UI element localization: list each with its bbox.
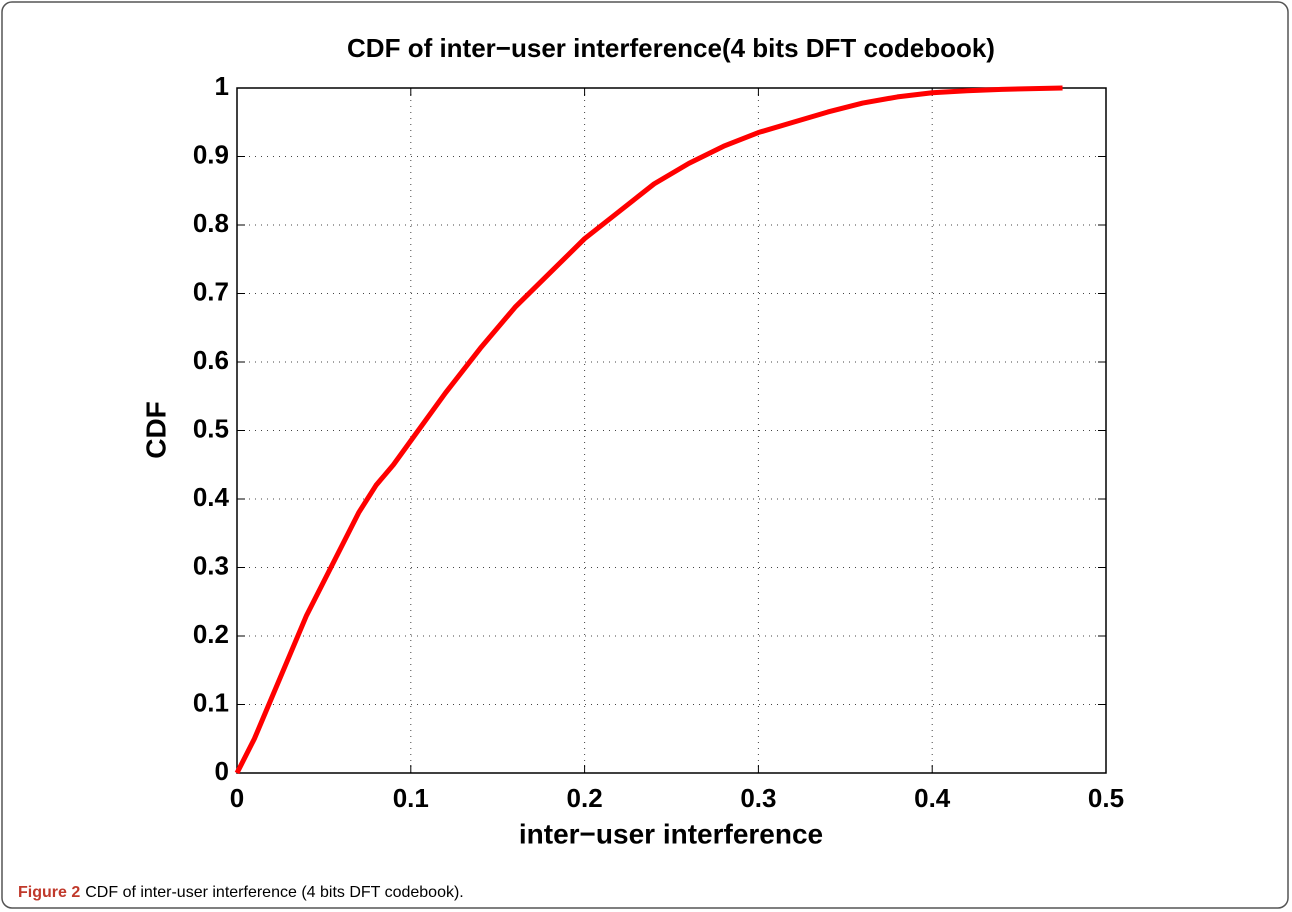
y-tick-label: 0.8: [193, 208, 229, 238]
caption-text: CDF of inter-user interference (4 bits D…: [85, 884, 464, 901]
y-tick-label: 0.3: [193, 550, 229, 580]
axes-box: [236, 87, 1107, 774]
caption: Figure 2 CDF of inter-user interference (…: [18, 884, 464, 901]
x-tick-label: 0.2: [567, 783, 603, 813]
x-tick-label: 0.4: [914, 783, 951, 813]
chart-title: CDF of inter−user interference(4 bits DF…: [347, 33, 995, 63]
caption-label: Figure 2: [18, 884, 80, 901]
y-tick-label: 0.6: [193, 345, 229, 375]
y-tick-label: 0.4: [193, 482, 230, 512]
y-tick-label: 0: [215, 756, 229, 786]
x-tick-label: 0.3: [740, 783, 776, 813]
x-tick-label: 0.5: [1088, 783, 1124, 813]
y-tick-label: 0.2: [193, 619, 229, 649]
x-axis-label: inter−user interference: [519, 818, 823, 849]
y-tick-label: 0.9: [193, 139, 229, 169]
x-tick-label: 0: [230, 783, 244, 813]
x-tick-label: 0.1: [393, 783, 429, 813]
y-tick-label: 0.7: [193, 276, 229, 306]
data-line: [234, 85, 1063, 775]
y-tick-label: 0.5: [193, 413, 229, 443]
y-axis-label: CDF: [140, 401, 171, 459]
y-tick-label: 1: [215, 71, 229, 101]
y-tick-label: 0.1: [193, 687, 229, 717]
